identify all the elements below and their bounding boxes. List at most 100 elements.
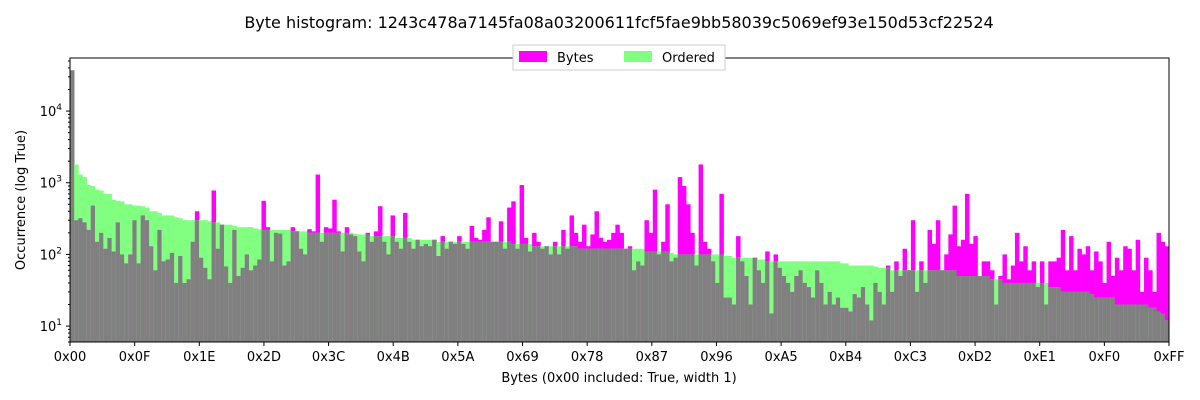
bar-overlap: [644, 251, 649, 342]
bar-overlap: [648, 251, 654, 342]
bar-overlap: [94, 241, 100, 342]
y-tick-label: 102: [40, 246, 62, 263]
bar-overlap: [523, 243, 529, 342]
x-tick-label: 0x96: [700, 350, 733, 365]
bar-overlap: [1144, 304, 1149, 342]
bar-overlap: [1119, 304, 1124, 342]
bar-overlap: [386, 254, 391, 342]
bar-overlap: [140, 215, 146, 342]
bar-overlap: [348, 234, 354, 342]
bar-overlap: [848, 311, 853, 342]
bar-overlap: [373, 236, 379, 342]
bar-overlap: [1135, 304, 1141, 342]
x-tick-label: 0x2D: [247, 350, 281, 365]
bar-overlap: [194, 220, 200, 342]
bar-overlap: [161, 261, 167, 342]
bar-ordered: [748, 257, 754, 342]
bar-overlap: [798, 270, 803, 342]
bar-overlap: [656, 254, 662, 342]
bar-overlap: [944, 270, 949, 342]
bar-overlap: [1102, 297, 1107, 342]
bar-overlap: [686, 254, 691, 342]
bar-overlap: [502, 248, 508, 342]
bar-overlap: [178, 256, 183, 342]
legend-label-ordered: Ordered: [662, 51, 715, 66]
bar-overlap: [1123, 304, 1128, 342]
bar-overlap: [627, 248, 633, 342]
x-axis-label: Bytes (0x00 included: True, width 1): [501, 371, 736, 386]
bar-overlap: [852, 294, 858, 342]
bar-overlap: [856, 297, 862, 342]
bar-overlap: [665, 251, 670, 342]
bar-overlap: [681, 254, 687, 342]
legend: Bytes Ordered: [512, 44, 726, 71]
bar-overlap: [532, 246, 537, 342]
bar-bytes: [1060, 229, 1066, 342]
bar-overlap: [394, 241, 400, 342]
bar-overlap: [465, 248, 470, 342]
bar-overlap: [752, 257, 758, 342]
bar-overlap: [273, 232, 279, 342]
bar-overlap: [781, 275, 787, 342]
bar-overlap: [149, 246, 154, 342]
bar-overlap: [736, 257, 741, 342]
bar-overlap: [457, 241, 462, 342]
bar-overlap: [1023, 282, 1028, 342]
bar-overlap: [661, 251, 666, 342]
bar-overlap: [253, 265, 258, 342]
bar-overlap: [315, 232, 321, 342]
bar-overlap: [977, 275, 982, 342]
bar-overlap: [802, 282, 808, 342]
bar-overlap: [1044, 304, 1049, 342]
bar-overlap: [1148, 307, 1153, 342]
bar-overlap: [823, 304, 828, 342]
bar-overlap: [902, 270, 908, 342]
bar-overlap: [132, 220, 137, 342]
bar-ordered: [182, 220, 187, 342]
bar-overlap: [344, 232, 350, 342]
bar-overlap: [103, 248, 108, 342]
bar-overlap: [469, 241, 475, 342]
bar-overlap: [611, 248, 616, 342]
bar-overlap: [332, 232, 337, 342]
bars-layer: [70, 70, 1170, 343]
bar-overlap: [186, 279, 192, 342]
bar-overlap: [144, 220, 150, 342]
bar-overlap: [1027, 282, 1032, 342]
bar-overlap: [507, 241, 512, 342]
bar-overlap: [1160, 313, 1166, 342]
bar-overlap: [215, 248, 221, 342]
y-axis-label: Occurrence (log True): [14, 130, 29, 270]
bar-overlap: [1019, 282, 1024, 342]
bar-overlap: [257, 259, 262, 342]
bar-ordered: [865, 265, 870, 342]
bar-overlap: [586, 248, 591, 342]
bar-overlap: [224, 266, 229, 342]
bar-overlap: [269, 261, 275, 342]
bar-overlap: [519, 243, 525, 342]
bar-overlap: [265, 229, 271, 342]
bar-overlap: [731, 304, 737, 342]
bar-overlap: [461, 243, 466, 342]
bar-overlap: [303, 254, 308, 342]
bar-overlap: [885, 267, 891, 342]
bar-overlap: [1098, 297, 1103, 342]
bar-overlap: [340, 251, 346, 342]
bar-overlap: [311, 232, 316, 342]
bar-overlap: [403, 237, 408, 342]
bar-overlap: [931, 270, 937, 342]
bar-ordered: [823, 261, 828, 342]
bar-overlap: [998, 279, 1003, 342]
bar-overlap: [415, 239, 420, 342]
y-axis-ticks: 101 102 103 104: [40, 60, 70, 343]
bar-overlap: [898, 275, 903, 342]
bar-overlap: [973, 275, 978, 342]
bar-overlap: [815, 270, 820, 342]
x-tick-label: 0x1E: [183, 350, 215, 365]
bar-overlap: [70, 70, 75, 343]
bar-bytes: [1106, 241, 1112, 342]
bar-overlap: [819, 282, 824, 342]
bar-overlap: [169, 252, 175, 342]
bar-overlap: [894, 270, 899, 342]
bar-overlap: [1081, 291, 1087, 342]
